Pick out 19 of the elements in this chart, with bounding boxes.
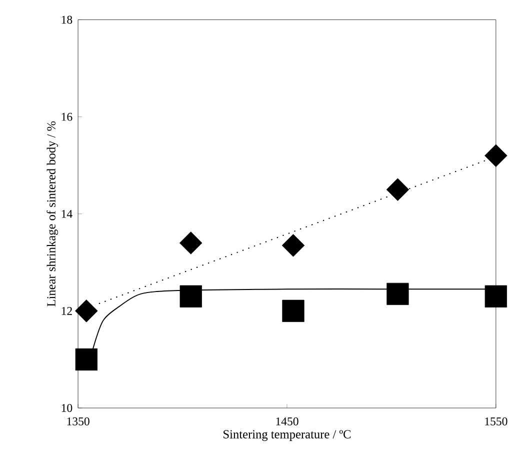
x-axis-title: Sintering temperature / ºC [224, 430, 351, 441]
y-tick-label: 18 [62, 16, 72, 24]
point [282, 234, 305, 257]
y-tick-label: 12 [62, 306, 72, 315]
y-axis-title: Linear shrinkage of sintered body / % [46, 121, 58, 306]
point [484, 285, 507, 308]
x-tick-label: 1350 [67, 417, 90, 426]
y-tick-label: 16 [62, 112, 72, 121]
point [282, 300, 304, 322]
x-tick-label: 1450 [276, 417, 298, 426]
point [180, 285, 202, 308]
y-tick-label: 14 [62, 210, 72, 218]
x-tick-label: 1550 [485, 417, 508, 426]
point [179, 231, 202, 254]
point [386, 178, 410, 201]
y-tick-label: 10 [62, 404, 72, 412]
point [75, 348, 98, 370]
point [75, 299, 98, 322]
point [386, 282, 409, 305]
